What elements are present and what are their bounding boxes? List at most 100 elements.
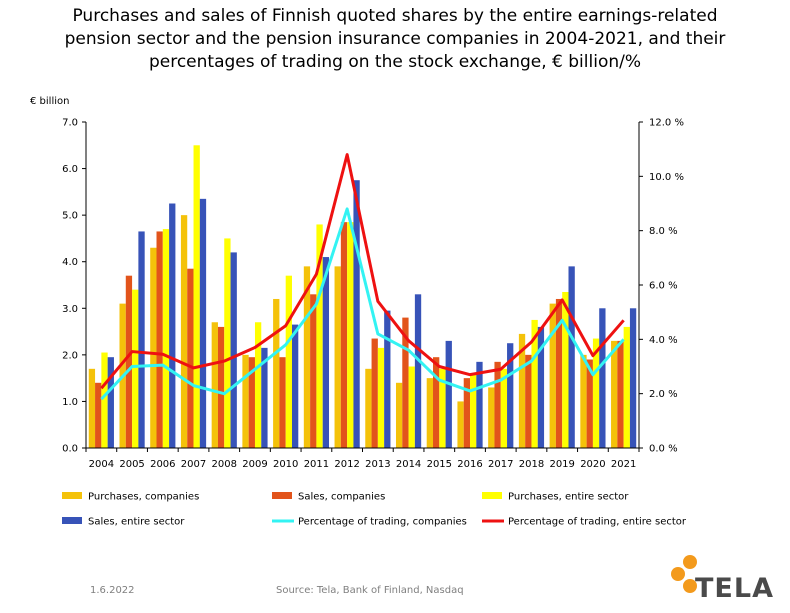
bar-purchases-entire-sector [439, 368, 446, 448]
bar-sales-companies [494, 361, 501, 448]
x-tick-label: 2007 [181, 459, 206, 470]
legend-label-percentage-of-trading-companies: Percentage of trading, companies [298, 517, 467, 528]
bar-purchases-companies [150, 247, 157, 448]
x-tick-label: 2011 [304, 459, 329, 470]
logo-dot-top [683, 555, 697, 569]
bar-sales-entire-sector [199, 198, 207, 448]
bar-sales-companies [586, 359, 593, 448]
legend: Purchases, companies Sales, companies Purc… [62, 492, 687, 528]
bar-sales-entire-sector [507, 343, 514, 448]
legend-label-percentage-of-trading-entire-sector: Percentage of trading, entire sector [508, 517, 687, 528]
legend-swatch-sales-entire-sector [62, 517, 82, 524]
bar-purchases-companies [211, 322, 218, 448]
logo-dot-left [671, 567, 685, 581]
bar-purchases-companies [273, 298, 280, 448]
bar-sales-companies [463, 378, 471, 448]
logo-dot-bottom [683, 579, 697, 593]
tela-logo-text: TELA [695, 573, 774, 604]
bar-purchases-companies [611, 340, 618, 448]
bar-sales-entire-sector [230, 252, 237, 448]
x-tick-label: 2004 [89, 459, 114, 470]
y-tick-label-left: 4.0 [62, 257, 78, 268]
x-tick-label: 2010 [273, 459, 298, 470]
bar-sales-entire-sector [599, 308, 606, 448]
legend-label-sales-companies: Sales, companies [298, 492, 385, 503]
x-tick-label: 2020 [580, 459, 605, 470]
bar-sales-companies [433, 357, 440, 448]
legend-swatch-purchases-entire-sector [482, 492, 502, 499]
bar-purchases-entire-sector [285, 275, 292, 448]
bar-sales-companies [371, 338, 378, 448]
y-tick-label-left: 2.0 [62, 350, 78, 361]
bar-sales-companies [617, 340, 624, 448]
bar-purchases-companies [242, 354, 249, 448]
bar-sales-companies [340, 222, 348, 448]
y-tick-label-right: 8.0 % [649, 226, 678, 237]
tick-layer: 0.0 1.0 2.0 3.0 4.0 5.0 6.0 7.0 0.0 % 2.0 % 4.0 % 6… [62, 118, 684, 471]
bar-purchases-entire-sector [623, 326, 630, 448]
x-tick-label: 2021 [611, 459, 636, 470]
bar-purchases-entire-sector [347, 222, 354, 448]
bar-sales-entire-sector [445, 340, 452, 448]
x-tick-label: 2016 [457, 459, 482, 470]
y-tick-label-right: 2.0 % [649, 389, 678, 400]
bar-purchases-companies [426, 378, 434, 448]
bar-sales-companies [279, 357, 286, 448]
bar-purchases-entire-sector [531, 319, 538, 448]
bar-purchases-companies [518, 333, 526, 448]
bar-purchases-entire-sector [408, 366, 415, 448]
bar-purchases-companies [365, 368, 372, 448]
bar-sales-entire-sector [476, 361, 483, 448]
bar-purchases-entire-sector [562, 291, 569, 448]
y-tick-label-right: 12.0 % [649, 118, 684, 129]
bar-sales-entire-sector [107, 357, 114, 448]
x-tick-label: 2012 [334, 459, 359, 470]
bar-sales-entire-sector [138, 231, 145, 448]
line-percentage-of-trading-companies [100, 207, 625, 401]
x-tick-label: 2019 [549, 459, 574, 470]
bar-purchases-entire-sector [162, 229, 170, 448]
bar-sales-companies [555, 298, 563, 448]
line-percentage-of-trading-entire-sector [100, 153, 625, 390]
bar-sales-companies [402, 317, 409, 448]
bar-purchases-entire-sector [377, 347, 385, 448]
x-tick-label: 2013 [365, 459, 390, 470]
bar-purchases-entire-sector [316, 224, 323, 448]
footer-source: Source: Tela, Bank of Finland, Nasdaq [276, 585, 464, 596]
chart-title: Purchases and sales of Finnish quoted sh… [0, 5, 790, 74]
y-tick-label-left: 1.0 [62, 397, 78, 408]
bar-sales-entire-sector [291, 324, 299, 448]
legend-label-purchases-companies: Purchases, companies [88, 492, 199, 503]
bar-purchases-companies [180, 215, 188, 448]
bar-sales-companies [310, 294, 317, 448]
title-line-3: percentages of trading on the stock exch… [148, 52, 642, 72]
bar-sales-companies [156, 231, 163, 448]
y-tick-label-left: 7.0 [62, 118, 78, 129]
y-tick-label-left: 3.0 [62, 304, 78, 315]
bar-purchases-companies [88, 368, 96, 448]
legend-swatch-sales-companies [272, 492, 292, 499]
bar-purchases-companies [395, 382, 403, 448]
bar-sales-companies [248, 357, 255, 448]
bar-sales-companies [95, 382, 102, 448]
bar-purchases-entire-sector [500, 368, 508, 448]
bar-sales-entire-sector [537, 326, 545, 448]
bar-purchases-entire-sector [101, 352, 108, 448]
bar-sales-entire-sector [322, 257, 330, 448]
bar-purchases-entire-sector [254, 322, 262, 448]
y-axis-label: € billion [30, 96, 69, 107]
bar-purchases-companies [580, 354, 587, 448]
x-tick-label: 2009 [242, 459, 267, 470]
x-tick-label: 2018 [519, 459, 544, 470]
y-tick-label-right: 0.0 % [649, 444, 678, 455]
y-tick-label-left: 6.0 [62, 164, 78, 175]
bar-purchases-companies [457, 401, 464, 448]
y-tick-label-left: 0.0 [62, 444, 78, 455]
x-tick-label: 2017 [488, 459, 513, 470]
bar-purchases-entire-sector [132, 289, 139, 448]
bar-sales-companies [525, 354, 532, 448]
bar-purchases-companies [488, 387, 495, 448]
x-tick-label: 2014 [396, 459, 421, 470]
bar-purchases-companies [334, 266, 341, 448]
y-tick-label-right: 6.0 % [649, 281, 678, 292]
